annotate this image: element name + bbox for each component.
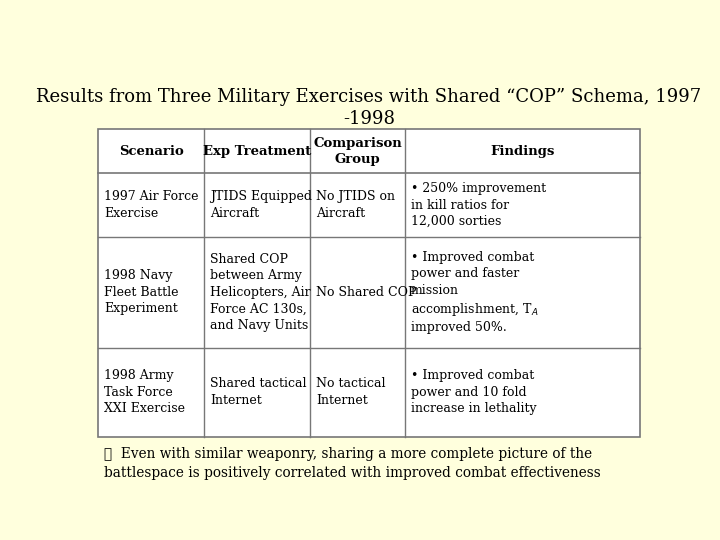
Text: Scenario: Scenario — [119, 145, 184, 158]
Text: • Improved combat
power and faster
mission
accomplishment, T$_A$
improved 50%.: • Improved combat power and faster missi… — [411, 251, 539, 334]
Text: Results from Three Military Exercises with Shared “COP” Schema, 1997
-1998: Results from Three Military Exercises wi… — [37, 87, 701, 128]
Text: No JTIDS on
Aircraft: No JTIDS on Aircraft — [316, 191, 395, 220]
Text: JTIDS Equipped
Aircraft: JTIDS Equipped Aircraft — [210, 191, 312, 220]
Text: 1997 Air Force
Exercise: 1997 Air Force Exercise — [104, 191, 199, 220]
FancyBboxPatch shape — [99, 129, 639, 437]
Text: Findings: Findings — [490, 145, 554, 158]
Text: ∴  Even with similar weaponry, sharing a more complete picture of the
battlespac: ∴ Even with similar weaponry, sharing a … — [104, 447, 600, 480]
Text: 1998 Army
Task Force
XXI Exercise: 1998 Army Task Force XXI Exercise — [104, 369, 185, 415]
Text: Exp Treatment: Exp Treatment — [203, 145, 312, 158]
Text: • Improved combat
power and 10 fold
increase in lethality: • Improved combat power and 10 fold incr… — [411, 369, 536, 415]
Text: Comparison
Group: Comparison Group — [313, 137, 402, 166]
Text: No tactical
Internet: No tactical Internet — [316, 377, 385, 407]
Text: Shared tactical
Internet: Shared tactical Internet — [210, 377, 307, 407]
Text: • 250% improvement
in kill ratios for
12,000 sorties: • 250% improvement in kill ratios for 12… — [411, 182, 546, 228]
Text: No Shared COP: No Shared COP — [316, 286, 416, 299]
Text: 1998 Navy
Fleet Battle
Experiment: 1998 Navy Fleet Battle Experiment — [104, 269, 179, 315]
Text: Shared COP
between Army
Helicopters, Air
Force AC 130s,
and Navy Units: Shared COP between Army Helicopters, Air… — [210, 253, 310, 332]
